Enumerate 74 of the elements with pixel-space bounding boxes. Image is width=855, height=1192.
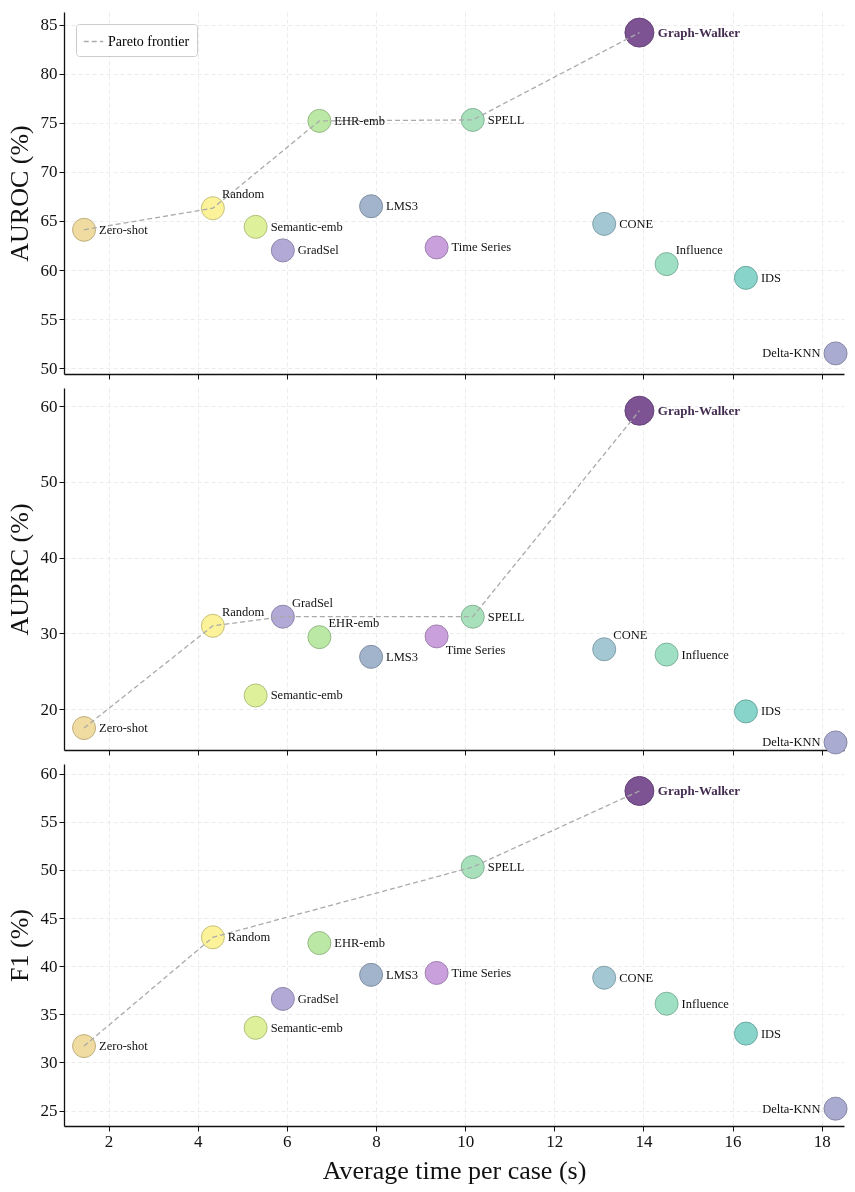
y-tick-label: 20 [40, 699, 58, 719]
series-label: Delta-KNN [762, 1101, 821, 1116]
y-tick-label: 50 [40, 860, 58, 880]
series-label: Random [227, 930, 271, 945]
x-tick-label: 12 [546, 1131, 564, 1151]
x-tick-label: 10 [457, 1131, 475, 1151]
series-label: Graph-Walker [657, 782, 741, 798]
series-label: EHR-emb [334, 936, 386, 951]
y-tick-label: 65 [40, 211, 58, 231]
series-label: EHR-emb [328, 616, 380, 631]
x-tick-label: 8 [372, 1131, 381, 1151]
series-label: IDS [760, 1026, 782, 1041]
series-label: GradSel [291, 595, 334, 610]
series-label: Delta-KNN [762, 346, 821, 361]
y-tick-label: 60 [40, 396, 58, 416]
series-label: Influence [681, 996, 730, 1011]
x-axis-title: Average time per case (s) [322, 1155, 587, 1185]
x-tick-label: 16 [724, 1131, 742, 1151]
series-label: Zero-shot [99, 1039, 149, 1054]
y-tick-label: 60 [40, 260, 58, 280]
series-label: Time Series [451, 240, 512, 255]
y-tick-label: 85 [40, 15, 58, 35]
y-tick-label: 50 [40, 358, 58, 378]
series-label: SPELL [487, 112, 525, 127]
y-tick-label: 55 [40, 309, 58, 329]
series-label: Influence [675, 242, 724, 257]
y-tick-label: 35 [40, 1004, 58, 1024]
y-tick-label: 30 [40, 623, 58, 643]
series-label: LMS3 [386, 199, 419, 214]
series-label: CONE [619, 970, 654, 985]
series-label: CONE [619, 216, 654, 231]
series-label: EHR-emb [334, 113, 386, 128]
series-label: Semantic-emb [270, 219, 343, 234]
series-label: Time Series [451, 965, 512, 980]
series-label: SPELL [487, 860, 525, 875]
x-tick-label: 18 [813, 1131, 831, 1151]
x-tick-label: 4 [193, 1131, 203, 1151]
y-tick-label: 55 [40, 812, 58, 832]
series-label: Influence [681, 647, 730, 662]
series-label: Zero-shot [99, 721, 149, 736]
series-label: SPELL [487, 609, 525, 624]
y-axis-title: AUPRC (%) [4, 503, 34, 636]
y-tick-label: 40 [40, 956, 58, 976]
y-tick-label: 40 [40, 548, 58, 568]
series-label: LMS3 [386, 967, 419, 982]
series-label: IDS [760, 270, 782, 285]
x-tick-label: 6 [283, 1131, 292, 1151]
x-tick-label: 14 [635, 1131, 653, 1151]
y-tick-label: 45 [40, 908, 58, 928]
series-label: Random [221, 187, 265, 202]
y-tick-label: 70 [40, 162, 58, 182]
series-label: IDS [760, 704, 782, 719]
y-tick-label: 80 [40, 64, 58, 84]
legend-label: Pareto frontier [108, 33, 190, 49]
series-label: Semantic-emb [270, 1020, 343, 1035]
series-label: Delta-KNN [762, 735, 821, 750]
y-tick-label: 30 [40, 1052, 58, 1072]
y-tick-label: 60 [40, 764, 58, 784]
y-axis-title: AUROC (%) [4, 125, 34, 262]
series-label: Zero-shot [99, 222, 149, 237]
y-tick-label: 25 [40, 1101, 58, 1121]
series-label: Time Series [445, 642, 506, 657]
y-tick-label: 50 [40, 472, 58, 492]
y-tick-label: 75 [40, 113, 58, 133]
y-axis-title: F1 (%) [4, 909, 34, 982]
series-label: Random [221, 604, 265, 619]
series-label: GradSel [297, 991, 340, 1006]
series-label: Semantic-emb [270, 688, 343, 703]
series-label: Graph-Walker [657, 24, 741, 40]
x-tick-label: 2 [104, 1131, 114, 1151]
series-label: GradSel [297, 243, 340, 258]
series-label: LMS3 [386, 649, 419, 664]
series-label: CONE [613, 628, 648, 643]
series-label: Graph-Walker [657, 402, 741, 418]
